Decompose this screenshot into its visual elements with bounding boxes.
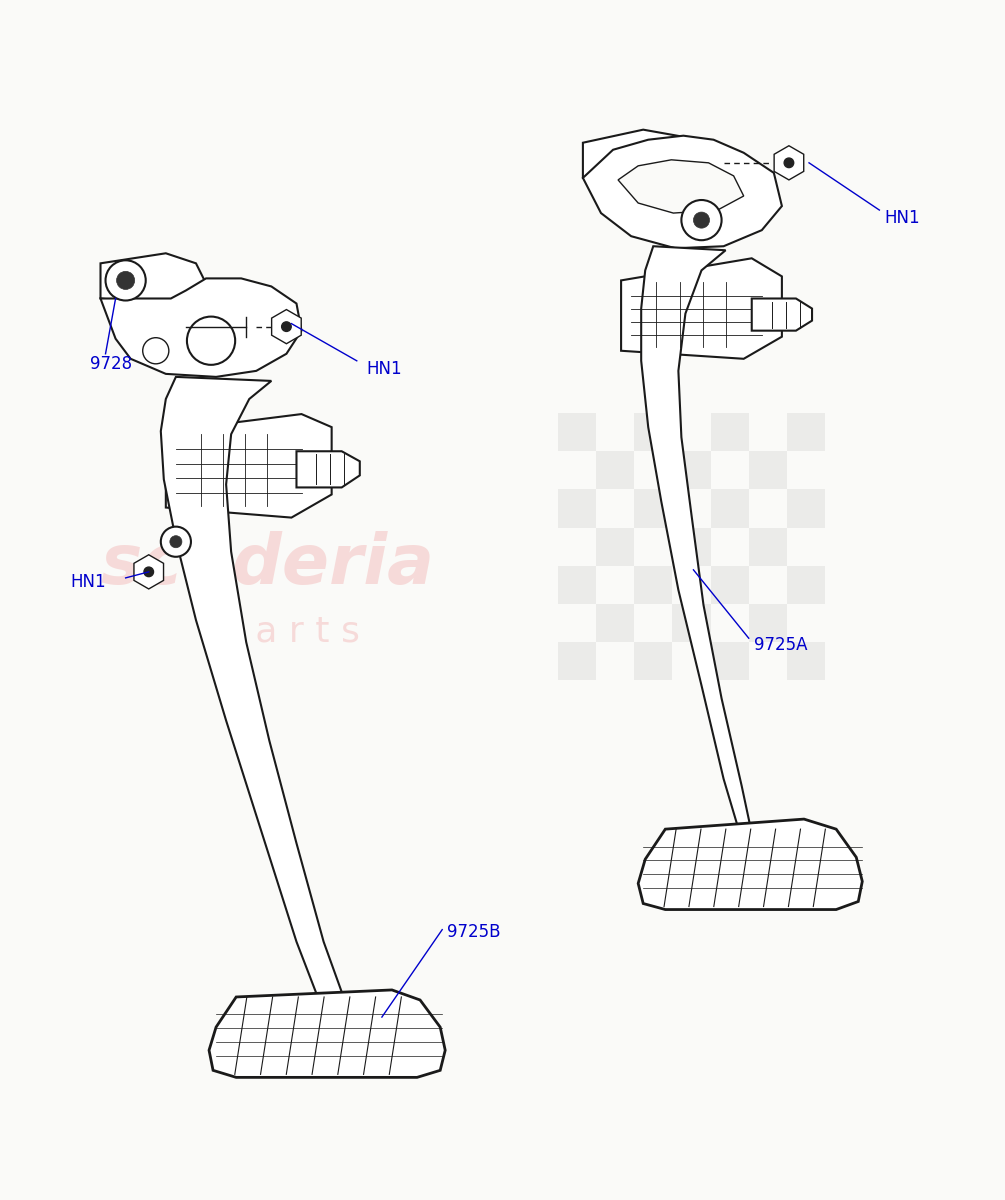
Bar (558, 413, 596, 451)
Bar (711, 413, 749, 451)
Bar (596, 451, 634, 490)
Polygon shape (271, 310, 302, 343)
Circle shape (161, 527, 191, 557)
Bar (596, 604, 634, 642)
Polygon shape (209, 990, 445, 1078)
Bar (787, 490, 825, 528)
Circle shape (281, 322, 291, 331)
Bar (749, 604, 787, 642)
Bar (749, 528, 787, 566)
Bar (634, 490, 672, 528)
Bar (672, 604, 711, 642)
Polygon shape (752, 299, 812, 331)
Text: HN1: HN1 (884, 209, 920, 227)
Polygon shape (296, 451, 360, 487)
Text: 9725B: 9725B (447, 923, 500, 941)
Bar (787, 566, 825, 604)
Bar (711, 490, 749, 528)
Text: p a r t s: p a r t s (221, 616, 360, 649)
Bar (634, 566, 672, 604)
Circle shape (170, 535, 182, 547)
Bar (787, 413, 825, 451)
Text: 9725A: 9725A (754, 636, 807, 654)
Polygon shape (161, 377, 402, 1064)
Bar (596, 528, 634, 566)
Polygon shape (100, 253, 206, 304)
Bar (558, 642, 596, 680)
Polygon shape (583, 136, 782, 248)
Circle shape (117, 271, 135, 289)
Circle shape (143, 337, 169, 364)
Polygon shape (100, 278, 302, 377)
Text: scuderia: scuderia (100, 532, 434, 599)
Text: HN1: HN1 (367, 360, 402, 378)
Circle shape (106, 260, 146, 300)
Polygon shape (583, 130, 704, 186)
Circle shape (144, 568, 154, 577)
Bar (711, 642, 749, 680)
Circle shape (693, 212, 710, 228)
Bar (672, 451, 711, 490)
Polygon shape (641, 246, 804, 892)
Text: 9728: 9728 (90, 355, 133, 373)
Polygon shape (621, 258, 782, 359)
Polygon shape (134, 554, 164, 589)
Bar (749, 451, 787, 490)
Circle shape (187, 317, 235, 365)
Circle shape (681, 200, 722, 240)
Bar (558, 490, 596, 528)
Bar (672, 528, 711, 566)
Polygon shape (166, 414, 332, 517)
Polygon shape (638, 820, 862, 910)
Circle shape (784, 158, 794, 168)
Bar (634, 642, 672, 680)
Polygon shape (618, 160, 744, 214)
Bar (711, 566, 749, 604)
Bar (787, 642, 825, 680)
Polygon shape (774, 145, 804, 180)
Text: HN1: HN1 (70, 572, 106, 590)
Bar (634, 413, 672, 451)
Bar (558, 566, 596, 604)
